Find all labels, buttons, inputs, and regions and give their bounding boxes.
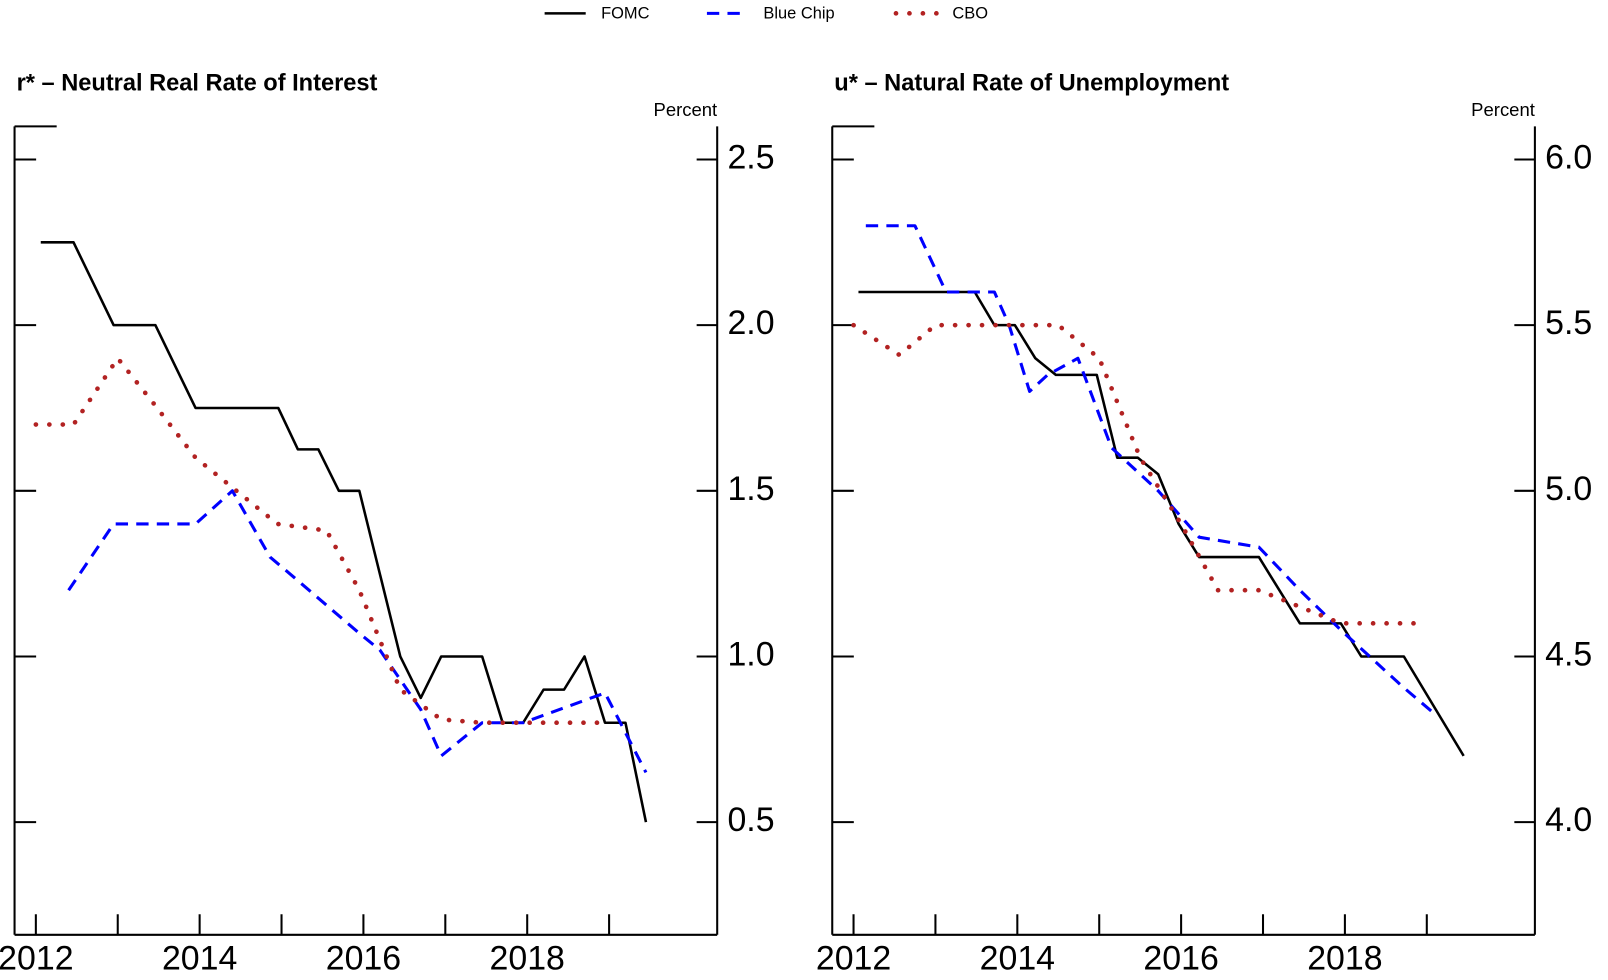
y-tick-label: 1.0 bbox=[727, 635, 774, 673]
panel-title: u* – Natural Rate of Unemployment bbox=[834, 70, 1229, 96]
x-tick-label: 2012 bbox=[816, 939, 891, 977]
y-unit-label: Percent bbox=[653, 99, 717, 120]
y-tick-label: 1.5 bbox=[727, 470, 774, 508]
y-tick-label: 6.0 bbox=[1545, 138, 1592, 176]
y-tick-label: 2.5 bbox=[727, 138, 774, 176]
series-line bbox=[33, 355, 612, 726]
series-line bbox=[865, 224, 1435, 714]
series-line bbox=[67, 489, 648, 774]
x-tick-label: 2014 bbox=[162, 939, 237, 977]
y-tick-label: 0.5 bbox=[727, 801, 774, 839]
y-tick-label: 5.0 bbox=[1545, 470, 1592, 508]
legend-label: CBO bbox=[952, 5, 988, 23]
y-tick-label: 4.0 bbox=[1545, 801, 1592, 839]
x-tick-label: 2014 bbox=[980, 939, 1055, 977]
y-tick-label: 2.0 bbox=[727, 304, 774, 342]
legend-label: FOMC bbox=[601, 5, 649, 23]
y-unit-label: Percent bbox=[1471, 99, 1535, 120]
series-line bbox=[851, 322, 1420, 626]
x-tick-label: 2018 bbox=[1307, 939, 1382, 977]
x-tick-label: 2016 bbox=[326, 939, 401, 977]
x-tick-label: 2018 bbox=[490, 939, 565, 977]
x-tick-label: 2012 bbox=[0, 939, 74, 977]
x-tick-label: 2016 bbox=[1143, 939, 1218, 977]
y-tick-label: 5.5 bbox=[1545, 304, 1592, 342]
legend-label: Blue Chip bbox=[763, 5, 834, 23]
panel-title: r* – Neutral Real Rate of Interest bbox=[17, 70, 378, 96]
series-line bbox=[858, 290, 1465, 757]
series-line bbox=[40, 241, 648, 823]
y-tick-label: 4.5 bbox=[1545, 635, 1592, 673]
